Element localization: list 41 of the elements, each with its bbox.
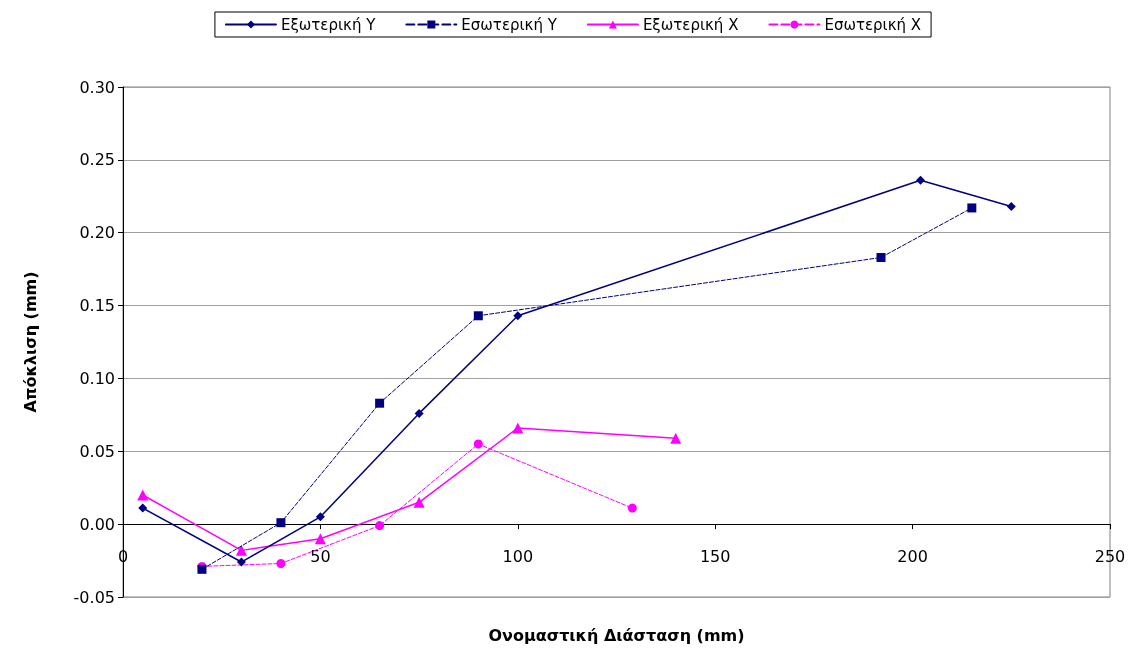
point	[235, 544, 247, 556]
point	[512, 422, 524, 434]
point	[375, 398, 385, 408]
y-tick-label: 0.15	[79, 296, 115, 316]
legend-label: Εσωτερική Y	[461, 15, 558, 34]
point	[967, 203, 977, 213]
point	[1006, 201, 1016, 211]
legend-label: Εσωτερική X	[824, 15, 922, 34]
point	[876, 252, 886, 262]
point	[916, 175, 925, 185]
y-tick-label: 0.05	[79, 441, 115, 461]
point	[627, 503, 637, 513]
point	[276, 558, 286, 568]
x-tick-label: 50	[310, 546, 331, 566]
point	[473, 311, 483, 321]
point	[137, 489, 149, 501]
x-tick-label: 150	[699, 546, 731, 566]
point	[236, 557, 246, 567]
point	[670, 432, 682, 444]
y-tick-label: 0.30	[79, 77, 115, 97]
legend-label: Εξωτερική X	[642, 15, 739, 34]
legend-label: Εξωτερική Y	[280, 15, 377, 34]
x-axis-title: Ονομαστική Διάσταση (mm)	[488, 625, 745, 645]
x-tick-label: 100	[502, 546, 534, 566]
y-tick-label: -0.05	[73, 587, 115, 607]
y-tick-label: 0.20	[79, 223, 115, 243]
y-tick-label: 0.25	[79, 150, 115, 170]
point	[315, 512, 325, 522]
point	[413, 496, 425, 508]
point	[375, 521, 385, 531]
point	[414, 408, 424, 418]
point	[276, 518, 286, 528]
point	[138, 503, 148, 513]
x-tick-label: 200	[897, 546, 928, 566]
y-axis-title: Απόκλιση (mm)	[20, 271, 40, 413]
point	[314, 533, 326, 545]
y-tick-label: 0.00	[79, 514, 115, 534]
y-tick-label: 0.10	[79, 368, 115, 388]
point	[473, 439, 483, 449]
point	[513, 311, 523, 321]
x-tick-label: 250	[1094, 546, 1126, 566]
